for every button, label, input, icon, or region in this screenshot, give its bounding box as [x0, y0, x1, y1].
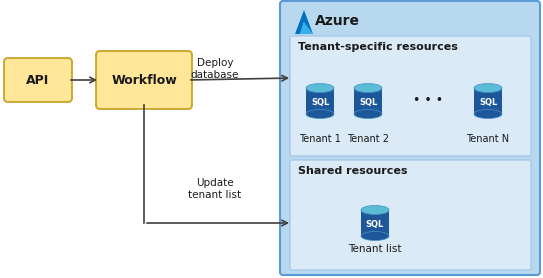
Polygon shape — [295, 10, 313, 34]
Ellipse shape — [306, 110, 334, 118]
Ellipse shape — [361, 232, 389, 240]
Text: Azure: Azure — [315, 14, 360, 28]
Polygon shape — [306, 88, 334, 114]
Text: Tenant 2: Tenant 2 — [347, 134, 389, 144]
Text: Update
tenant list: Update tenant list — [188, 178, 242, 200]
Text: SQL: SQL — [479, 98, 497, 107]
Text: Shared resources: Shared resources — [298, 166, 407, 176]
Ellipse shape — [361, 205, 389, 215]
Polygon shape — [300, 22, 313, 34]
FancyBboxPatch shape — [280, 1, 540, 275]
Ellipse shape — [354, 83, 382, 93]
Ellipse shape — [354, 110, 382, 118]
Text: Tenant-specific resources: Tenant-specific resources — [298, 42, 458, 52]
Text: SQL: SQL — [359, 98, 377, 107]
Text: • • •: • • • — [413, 95, 443, 108]
Polygon shape — [354, 88, 382, 114]
Ellipse shape — [306, 83, 334, 93]
FancyBboxPatch shape — [96, 51, 192, 109]
Polygon shape — [361, 210, 389, 236]
Polygon shape — [474, 88, 502, 114]
FancyBboxPatch shape — [290, 160, 531, 270]
Ellipse shape — [474, 110, 502, 118]
FancyBboxPatch shape — [4, 58, 72, 102]
Text: SQL: SQL — [366, 220, 384, 229]
Ellipse shape — [474, 83, 502, 93]
Text: Workflow: Workflow — [111, 73, 177, 86]
Text: Deploy
database: Deploy database — [191, 58, 239, 80]
Text: Tenant N: Tenant N — [466, 134, 509, 144]
Text: API: API — [27, 73, 49, 86]
Text: Tenant list: Tenant list — [348, 244, 402, 254]
Text: SQL: SQL — [311, 98, 329, 107]
Text: Tenant 1: Tenant 1 — [299, 134, 341, 144]
FancyBboxPatch shape — [290, 36, 531, 156]
